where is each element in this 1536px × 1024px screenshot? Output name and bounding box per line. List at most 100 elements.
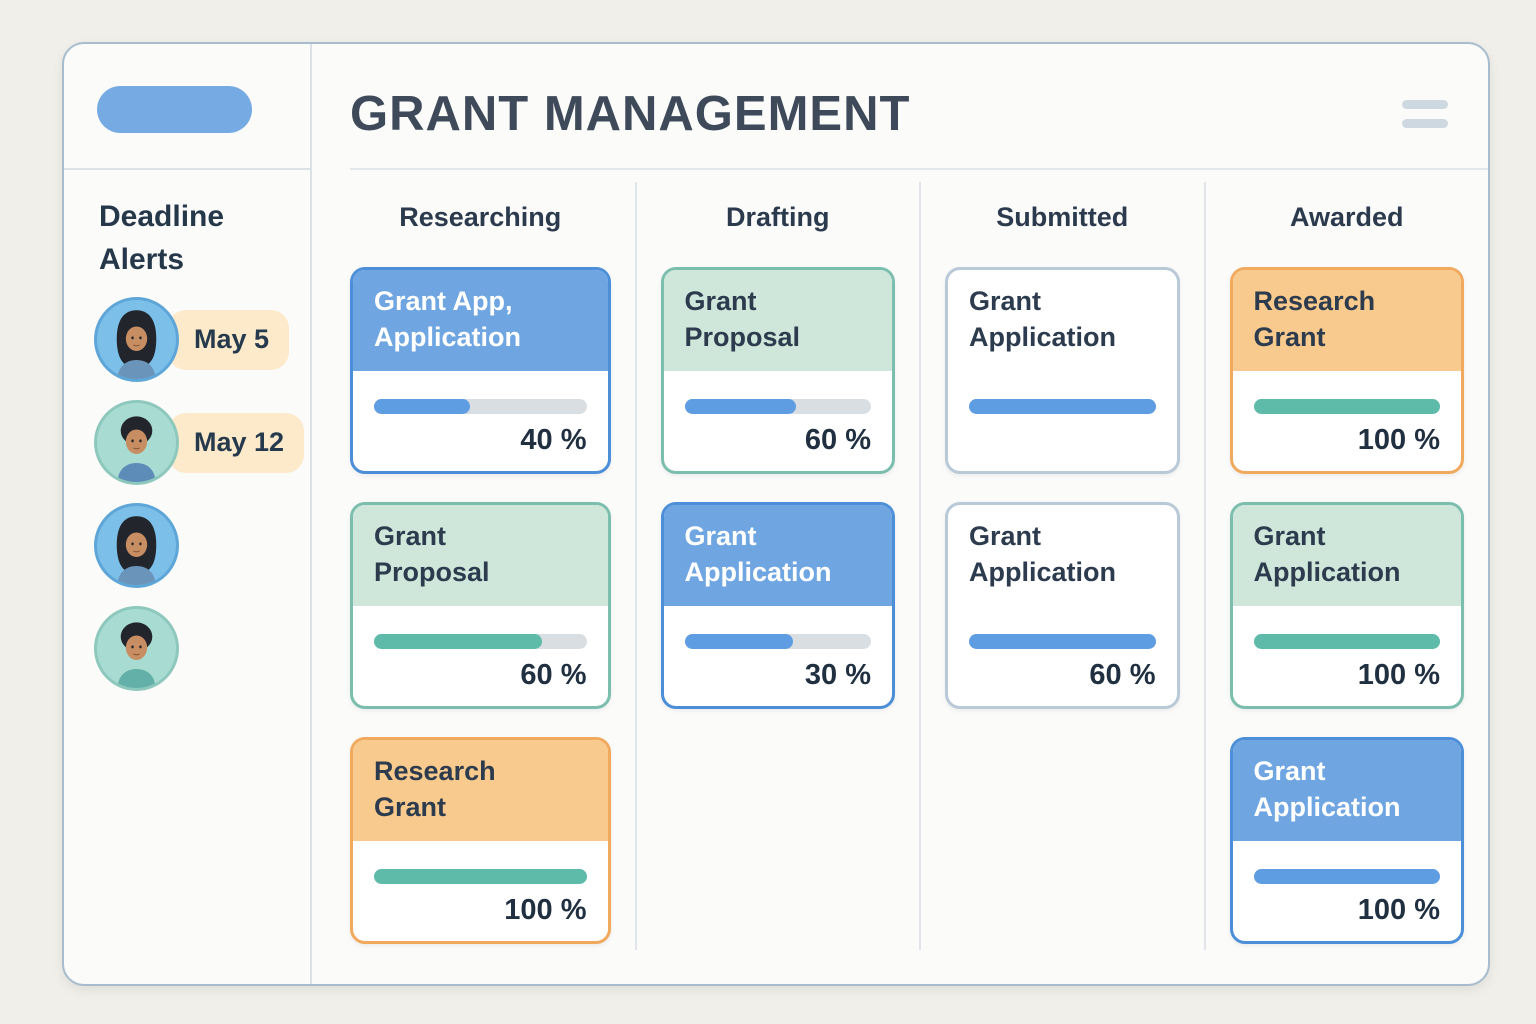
card-title: Grant Application	[684, 521, 832, 587]
progress-bar	[969, 399, 1156, 414]
progress-bar	[1253, 869, 1440, 884]
logo-pill	[97, 86, 252, 133]
card-title: Grant Application	[1253, 521, 1401, 587]
progress-bar-fill	[1253, 634, 1440, 649]
deadline-date: May 12	[194, 427, 285, 458]
deadline-alert-item[interactable]	[94, 503, 310, 589]
card-title: Grant Proposal	[684, 286, 801, 352]
card-header: Grant Application	[948, 270, 1177, 371]
grant-card[interactable]: Grant Application	[945, 267, 1180, 474]
user-avatar	[94, 503, 179, 589]
card-body	[948, 371, 1177, 471]
card-header: Grant Application	[1232, 505, 1461, 606]
progress-bar-fill	[374, 399, 470, 414]
progress-bar	[374, 634, 587, 649]
card-header: Grant Application	[948, 505, 1177, 606]
progress-percent: 100 %	[1357, 424, 1440, 456]
main-content: GRANT MANAGEMENT Researching Grant App, …	[312, 44, 1488, 984]
card-body: 60 %	[948, 606, 1177, 706]
grant-card[interactable]: Grant Application 60 %	[945, 502, 1180, 709]
person-illustration-icon	[116, 516, 157, 586]
deadline-alert-item[interactable]: May 12	[94, 400, 310, 486]
progress-bar-fill	[684, 634, 793, 649]
progress-bar-fill	[684, 399, 797, 414]
card-title: Grant Application	[1253, 756, 1401, 822]
progress-percent	[969, 424, 1156, 458]
main-header: GRANT MANAGEMENT	[350, 86, 1488, 142]
user-avatar	[94, 400, 179, 486]
person-illustration-icon	[116, 310, 157, 380]
card-body: 100 %	[1233, 371, 1462, 471]
hamburger-menu-icon[interactable]	[1402, 96, 1448, 132]
progress-bar	[374, 869, 587, 884]
board-column: Researching Grant App, Application 40 % …	[350, 182, 635, 950]
user-avatar	[94, 297, 179, 383]
deadline-alert-item[interactable]	[94, 606, 310, 692]
page-title: GRANT MANAGEMENT	[350, 87, 911, 141]
card-body: 100 %	[1233, 606, 1462, 706]
column-header: Awarded	[1289, 202, 1404, 232]
progress-percent: 40 %	[520, 424, 587, 456]
progress-bar-fill	[969, 399, 1156, 414]
progress-percent: 100 %	[1357, 894, 1440, 926]
grant-card[interactable]: Grant Proposal 60 %	[350, 502, 611, 709]
progress-percent: 30 %	[804, 659, 871, 691]
card-body: 30 %	[664, 606, 893, 706]
card-header: Grant Application	[1232, 740, 1461, 841]
kanban-board: Researching Grant App, Application 40 % …	[350, 182, 1488, 950]
grant-card[interactable]: Grant Application 30 %	[660, 502, 895, 709]
card-title: Research Grant	[374, 756, 496, 822]
header-divider	[350, 168, 1488, 170]
progress-bar	[374, 399, 587, 414]
deadline-alerts-list: May 5 May 12	[64, 297, 310, 692]
deadline-badge: May 5	[168, 309, 290, 370]
deadline-alert-item[interactable]: May 5	[94, 297, 310, 383]
sidebar-divider	[64, 168, 310, 170]
column-header: Researching	[399, 202, 562, 232]
card-title: Grant App, Application	[374, 286, 521, 352]
card-title: Grant Application	[969, 521, 1116, 587]
progress-bar-fill	[1253, 869, 1440, 884]
progress-percent: 60 %	[520, 659, 587, 691]
app-window: Deadline Alerts May 5	[62, 42, 1490, 986]
user-avatar	[94, 606, 179, 692]
grant-card[interactable]: Research Grant 100 %	[350, 737, 611, 944]
progress-bar	[1253, 399, 1440, 414]
card-header: Grant Proposal	[353, 505, 608, 606]
person-illustration-icon	[117, 416, 156, 483]
progress-bar-fill	[1253, 399, 1440, 414]
card-header: Research Grant	[353, 740, 608, 841]
board-column: Awarded Research Grant 100 % Grant Appli…	[1203, 182, 1489, 950]
column-cards: Grant Proposal 60 % Grant Application 30…	[660, 267, 895, 709]
deadline-date: May 5	[194, 324, 270, 355]
progress-bar	[1253, 634, 1440, 649]
column-cards: Research Grant 100 % Grant Application 1…	[1229, 267, 1464, 944]
deadline-badge: May 12	[168, 412, 305, 473]
grant-card[interactable]: Grant App, Application 40 %	[350, 267, 611, 474]
progress-bar-fill	[374, 634, 542, 649]
progress-percent: 60 %	[1089, 659, 1156, 691]
column-header: Drafting	[726, 202, 830, 232]
grant-card[interactable]: Grant Application 100 %	[1229, 502, 1464, 709]
progress-bar	[684, 634, 871, 649]
progress-bar-fill	[374, 869, 587, 884]
progress-bar	[969, 634, 1156, 649]
grant-card[interactable]: Grant Application 100 %	[1229, 737, 1464, 944]
person-illustration-icon	[117, 622, 156, 689]
card-body: 100 %	[1233, 841, 1462, 941]
progress-percent: 100 %	[1357, 659, 1440, 691]
grant-card[interactable]: Grant Proposal 60 %	[660, 267, 895, 474]
card-body: 40 %	[353, 371, 608, 471]
column-header: Submitted	[996, 202, 1129, 232]
card-header: Grant App, Application	[353, 270, 608, 371]
sidebar-title: Deadline Alerts	[99, 200, 225, 276]
board-column: Submitted Grant Application Grant Applic…	[919, 182, 1204, 950]
grant-card[interactable]: Research Grant 100 %	[1229, 267, 1464, 474]
progress-percent: 100 %	[504, 894, 587, 926]
card-title: Grant Proposal	[374, 521, 490, 587]
card-header: Research Grant	[1232, 270, 1461, 371]
board-column: Drafting Grant Proposal 60 % Grant Appli…	[634, 182, 920, 950]
card-body: 60 %	[353, 606, 608, 706]
card-header: Grant Proposal	[663, 270, 892, 371]
